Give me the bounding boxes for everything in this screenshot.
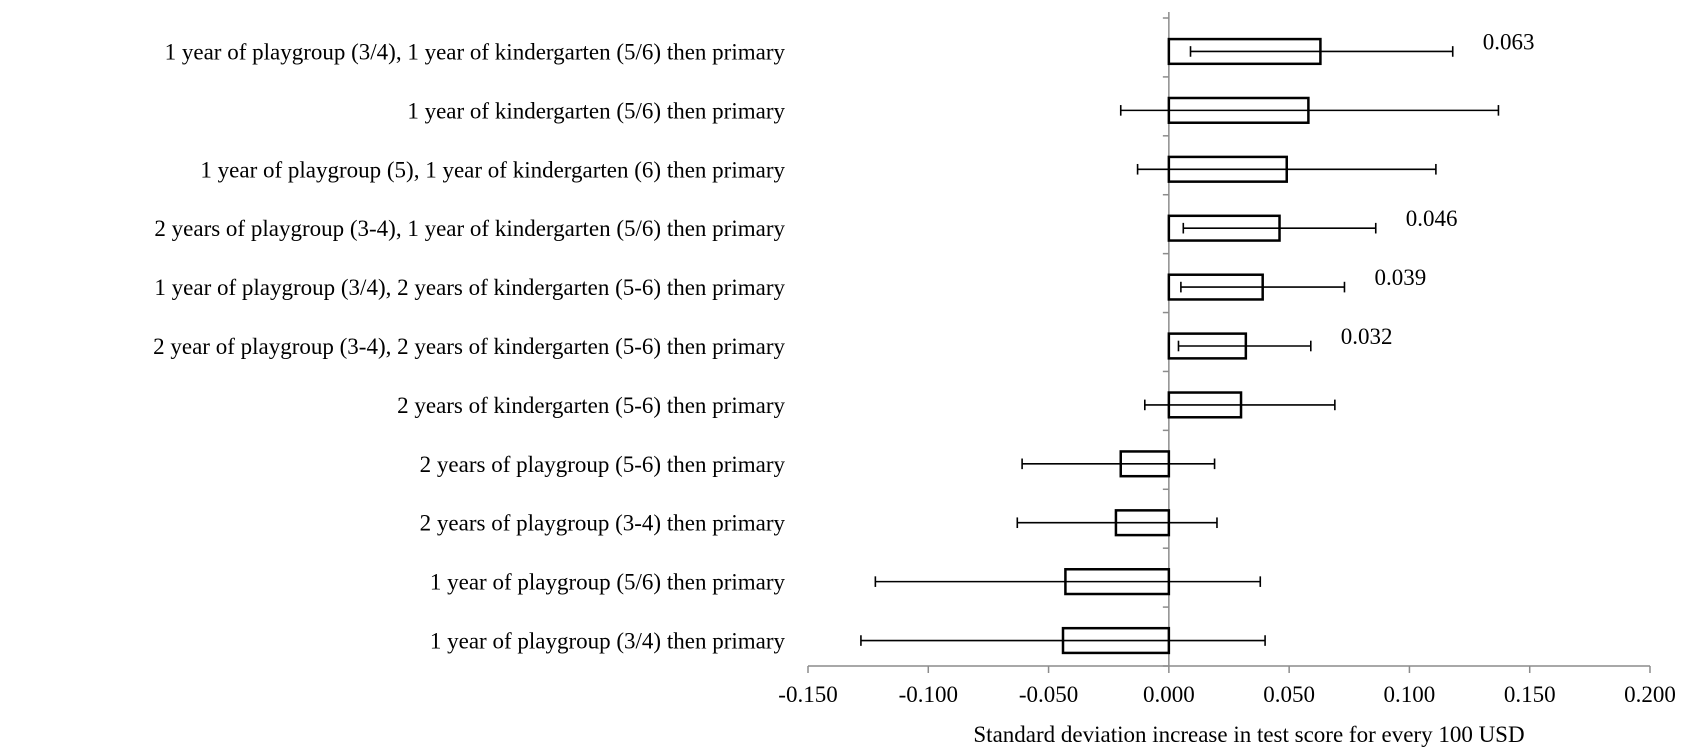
x-axis-title: Standard deviation increase in test scor… <box>973 722 1524 747</box>
category-label: 2 years of playgroup (3-4) then primary <box>420 511 786 536</box>
category-label: 2 years of playgroup (3-4), 1 year of ki… <box>154 216 785 241</box>
data-labels: 0.063 0.046 0.039 0.032 <box>1341 29 1535 349</box>
data-label: 0.063 <box>1483 29 1535 54</box>
category-label: 1 year of playgroup (3/4) then primary <box>430 629 786 654</box>
category-label: 2 years of kindergarten (5-6) then prima… <box>397 393 785 418</box>
data-label: 0.046 <box>1406 206 1458 231</box>
x-tick-labels: -0.150 -0.100 -0.050 0.000 0.050 0.100 0.150 0.… <box>778 682 1676 707</box>
category-label: 1 year of playgroup (3/4), 1 year of kin… <box>165 39 786 64</box>
x-tick-label: -0.150 <box>778 682 837 707</box>
x-tick-label: 0.200 <box>1624 682 1676 707</box>
category-label: 2 year of playgroup (3-4), 2 years of ki… <box>153 334 785 359</box>
category-labels: 1 year of playgroup (3/4), 1 year of kin… <box>153 39 785 653</box>
x-tick-label: 0.050 <box>1263 682 1315 707</box>
x-tick-label: 0.150 <box>1504 682 1556 707</box>
x-tick-label: 0.100 <box>1384 682 1436 707</box>
category-label: 1 year of kindergarten (5/6) then primar… <box>407 98 785 123</box>
data-label: 0.039 <box>1374 265 1426 290</box>
x-tick-label: -0.100 <box>899 682 958 707</box>
bars <box>860 37 1500 655</box>
data-label: 0.032 <box>1341 324 1393 349</box>
x-tick-label: 0.000 <box>1143 682 1195 707</box>
category-label: 1 year of playgroup (3/4), 2 years of ki… <box>154 275 785 300</box>
x-tick-label: -0.050 <box>1019 682 1078 707</box>
category-label: 1 year of playgroup (5), 1 year of kinde… <box>200 157 785 182</box>
category-label: 2 years of playgroup (5-6) then primary <box>420 452 786 477</box>
category-label: 1 year of playgroup (5/6) then primary <box>430 570 786 595</box>
